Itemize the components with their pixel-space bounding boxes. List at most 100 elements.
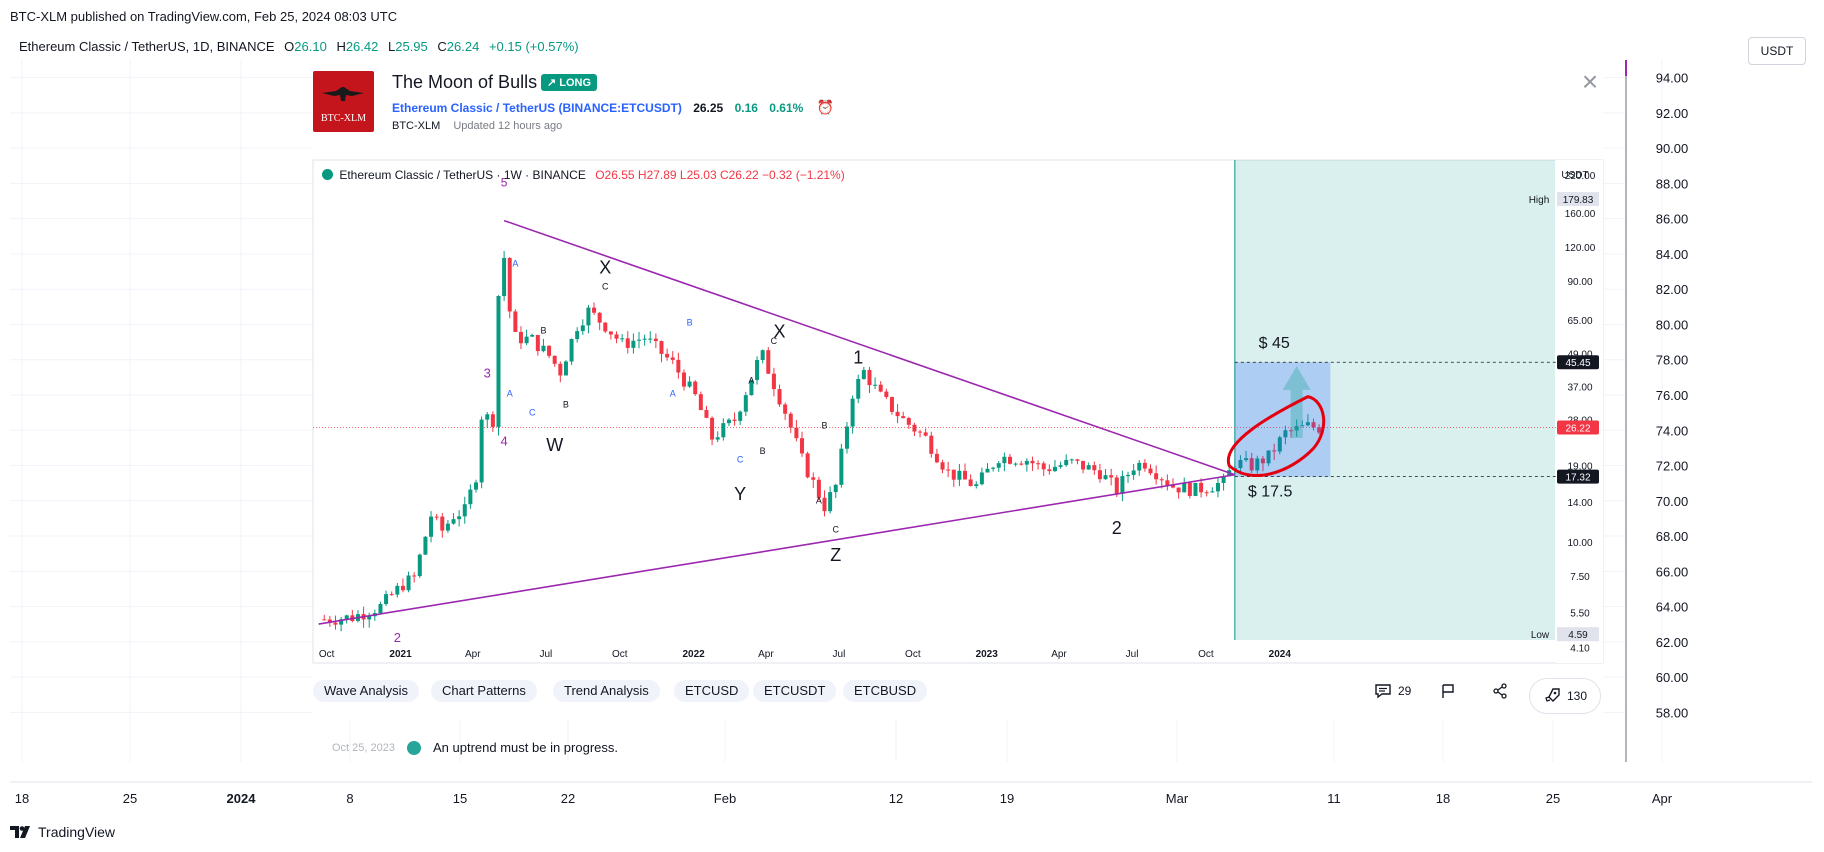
candle-body (878, 384, 883, 392)
candle-body (1221, 476, 1226, 483)
share-button[interactable] (1492, 683, 1508, 699)
candle-body (1182, 482, 1187, 493)
inner-x-tick: 2024 (1269, 649, 1292, 660)
candle-body (946, 469, 951, 471)
outer-y-tick: 76.00 (1656, 388, 1689, 403)
low-tag-bg (1557, 627, 1599, 642)
candle-body (738, 411, 743, 421)
target-price-tag: 45.45 (1565, 358, 1590, 369)
author-logo[interactable]: BTC-XLM (313, 71, 374, 132)
comment-icon (1375, 684, 1391, 699)
outer-x-tick: Feb (714, 791, 736, 806)
candle-body (1289, 430, 1294, 432)
candle-body (1165, 480, 1170, 486)
inner-y-tick: 5.50 (1570, 609, 1590, 620)
candle-body (963, 470, 968, 480)
candle-body (378, 604, 383, 614)
candle-body (895, 411, 900, 417)
inner-x-tick: 2022 (682, 649, 705, 660)
inner-x-tick: Oct (612, 649, 628, 660)
h-label: H (336, 39, 346, 54)
symbol-ticker-link[interactable]: (BINANCE:ETCUSDT) (558, 101, 682, 115)
sub-wave-label: A (512, 258, 518, 268)
inner-x-tick: Oct (905, 649, 921, 660)
boost-count: 130 (1566, 689, 1588, 703)
candle-body (659, 341, 664, 354)
symbol-change: 0.16 (734, 101, 758, 115)
candle-body (828, 492, 833, 512)
tag-trend-analysis[interactable]: Trend Analysis (553, 680, 660, 702)
inner-x-axis: Oct 2021 Apr Jul Oct 2022 Apr Jul Oct 2023 Apr Jul O… (319, 649, 1291, 660)
outer-y-tick: 90.00 (1656, 141, 1689, 156)
candle-body (889, 397, 894, 412)
alarm-clock-icon[interactable]: ⏰ (816, 99, 835, 115)
wave-label: 5 (501, 175, 508, 189)
tradingview-logo-icon (10, 826, 30, 838)
candle-body (586, 307, 591, 326)
h-value: 26.42 (345, 39, 379, 54)
sub-wave-label: C (602, 281, 609, 291)
comments-button[interactable]: 29 (1374, 683, 1411, 699)
highlight-circle (1226, 395, 1326, 477)
logo-text: BTC-XLM (321, 113, 366, 124)
inner-legend-symbol: Ethereum Classic / TetherUS · 1W · BINAN… (339, 168, 586, 182)
candle-body (1030, 460, 1035, 464)
change-value: +0.15 (+0.57%) (488, 39, 579, 54)
inner-x-tick: Apr (465, 649, 481, 660)
flag-button[interactable] (1440, 683, 1456, 699)
candle-body (906, 418, 911, 425)
outer-y-tick: 82.00 (1656, 282, 1689, 297)
candle-body (1007, 456, 1012, 464)
wave-label: Z (830, 545, 841, 565)
candle-body (816, 479, 821, 498)
sub-wave-label: B (540, 325, 546, 335)
outer-x-tick: 18 (15, 791, 29, 806)
candle-body (687, 381, 692, 387)
tag-etcusd[interactable]: ETCUSD (674, 680, 750, 702)
candle-body (457, 516, 462, 520)
idea-title[interactable]: The Moon of Bulls (392, 72, 538, 92)
candle-body (474, 482, 479, 490)
wave-label: 2 (1112, 518, 1122, 538)
stop-price-tag: 17.32 (1565, 473, 1590, 484)
l-label: L (388, 39, 396, 54)
candle-body (547, 345, 552, 356)
symbol-name-link[interactable]: Ethereum Classic / TetherUS (392, 101, 556, 115)
candle-body (541, 345, 546, 352)
candle-body (518, 331, 523, 344)
high-tag-bg (1557, 192, 1599, 207)
close-icon[interactable]: × (1581, 66, 1599, 97)
tag-etcusdt[interactable]: ETCUSDT (753, 680, 837, 702)
candle-body (811, 477, 816, 480)
candle-body (1193, 482, 1198, 496)
boost-button[interactable]: 130 (1529, 678, 1601, 714)
candle-body (721, 423, 726, 438)
candle-body (648, 338, 653, 340)
tag-wave-analysis[interactable]: Wave Analysis (313, 680, 420, 702)
inner-y-tick: 7.50 (1570, 572, 1590, 583)
tradingview-brand[interactable]: TradingView (10, 824, 115, 840)
candle-body (1013, 463, 1018, 465)
candle-body (912, 424, 917, 432)
candle-body (1294, 426, 1299, 431)
tag-chart-patterns[interactable]: Chart Patterns (431, 680, 537, 702)
symbol-line: Ethereum Classic / TetherUS (BINANCE:ETC… (392, 99, 834, 116)
tag-etcbusd[interactable]: ETCBUSD (843, 680, 928, 702)
inner-trendlines (318, 219, 1236, 625)
target-label: $ 45 (1259, 335, 1290, 352)
candle-body (1103, 475, 1108, 480)
candle-body (996, 463, 1001, 468)
candle-body (1052, 466, 1057, 472)
high-label: High (1529, 195, 1550, 206)
currency-button[interactable]: USDT (1748, 37, 1806, 65)
outer-y-tick: 62.00 (1656, 635, 1689, 650)
candle-body (670, 357, 675, 360)
author-name[interactable]: BTC-XLM (392, 120, 441, 132)
sub-wave-label: B (687, 317, 693, 327)
candle-body (1170, 485, 1175, 488)
candle-body (979, 472, 984, 485)
wave-label: 4 (500, 434, 507, 449)
inner-y-tick: 10.00 (1567, 538, 1592, 549)
inner-x-tick: 2021 (389, 649, 412, 660)
